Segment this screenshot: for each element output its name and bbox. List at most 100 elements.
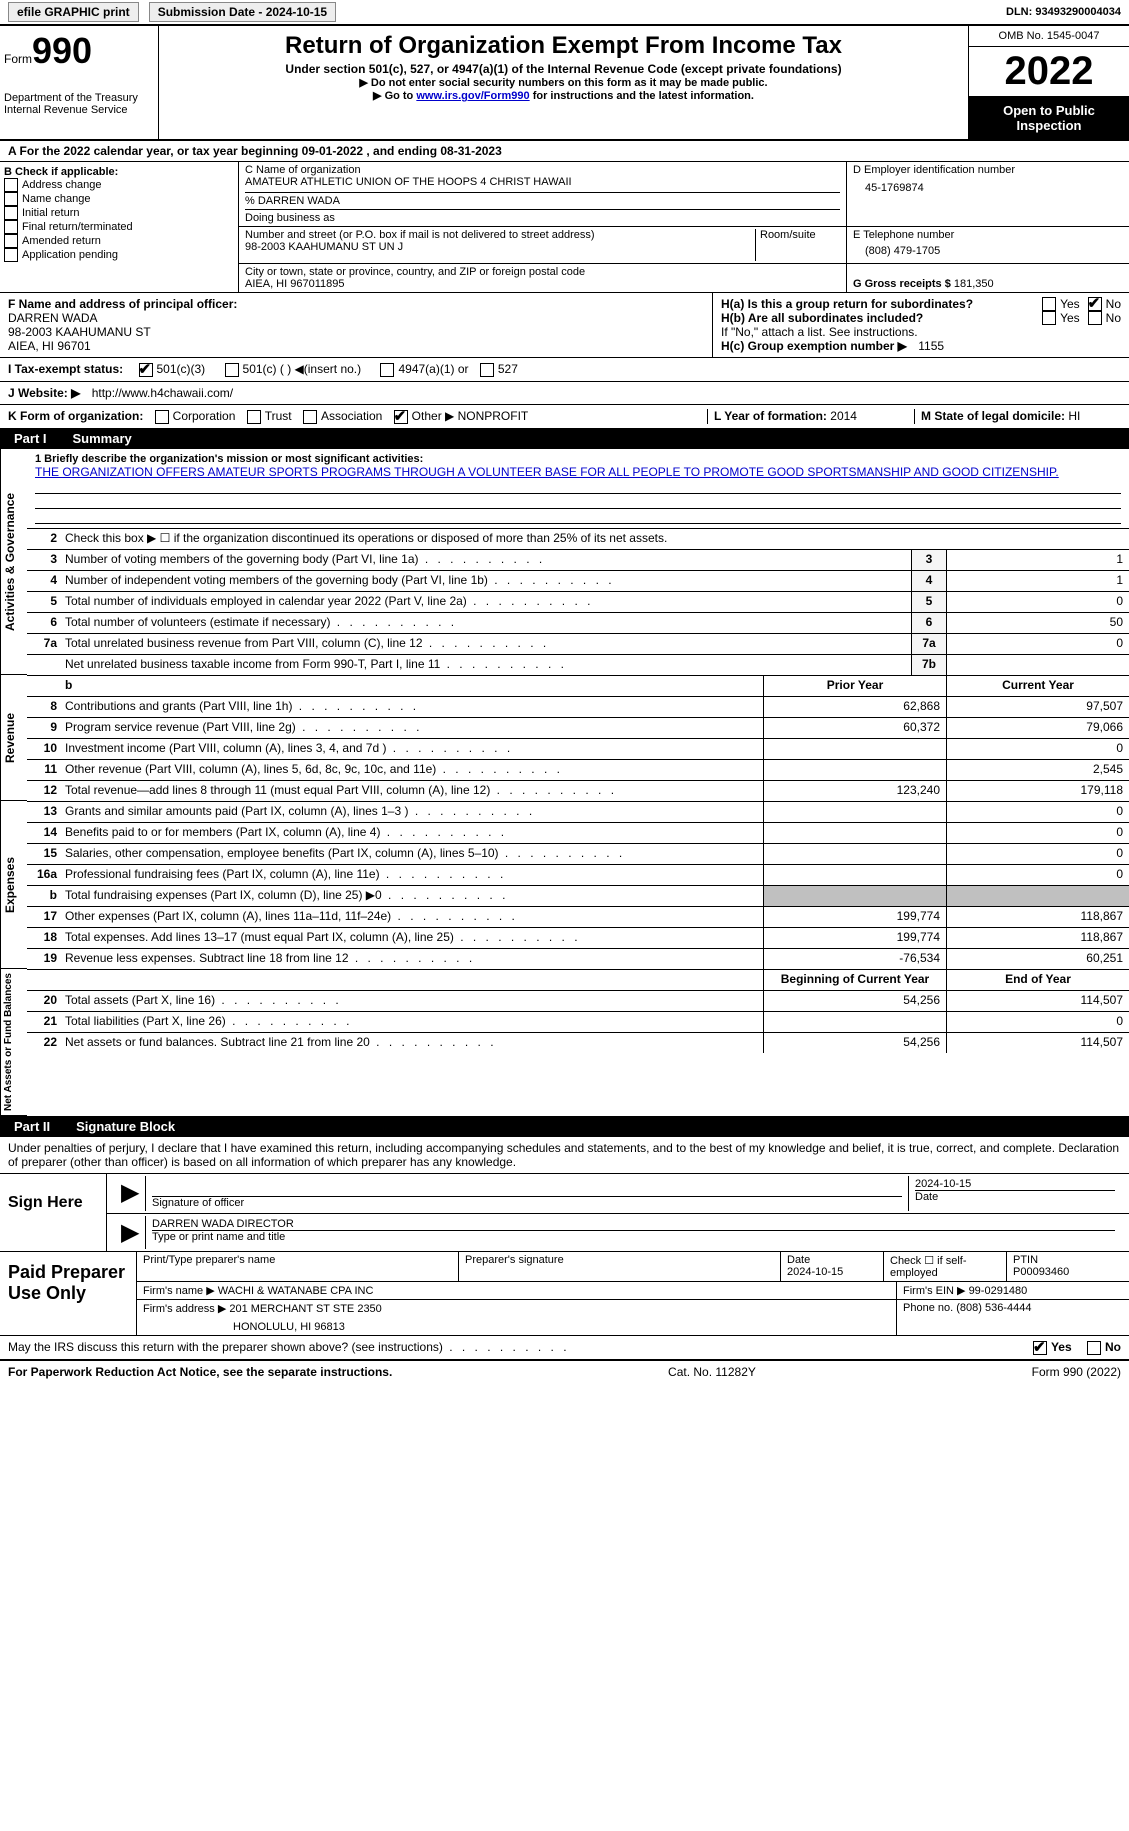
summary-line: 11Other revenue (Part VIII, column (A), … [27, 759, 1129, 780]
tax-year: 2022 [969, 47, 1129, 97]
col-b-label: B Check if applicable: [4, 166, 234, 178]
l-label: L Year of formation: [714, 409, 827, 423]
form-subtitle: Under section 501(c), 527, or 4947(a)(1)… [167, 62, 960, 76]
summary-line: 7aTotal unrelated business revenue from … [27, 633, 1129, 654]
cb-final-return[interactable] [4, 220, 18, 234]
discuss-no[interactable] [1087, 1341, 1101, 1355]
ha-label: H(a) Is this a group return for subordin… [721, 297, 1042, 311]
summary-line: 21Total liabilities (Part X, line 26)0 [27, 1011, 1129, 1032]
j-label: J Website: ▶ [8, 386, 80, 400]
cb-501c3[interactable] [139, 363, 153, 377]
footer-right: Form 990 (2022) [1032, 1365, 1121, 1379]
summary-line: 5Total number of individuals employed in… [27, 591, 1129, 612]
summary-line: Net unrelated business taxable income fr… [27, 654, 1129, 675]
form-header: Form990 Department of the Treasury Inter… [0, 26, 1129, 141]
l-value: 2014 [830, 409, 857, 423]
sig-name-title: DARREN WADA DIRECTOR [152, 1218, 1115, 1230]
firm-name: WACHI & WATANABE CPA INC [218, 1285, 374, 1297]
paid-preparer-label: Paid Preparer Use Only [0, 1252, 137, 1335]
discuss-yes[interactable] [1033, 1341, 1047, 1355]
section-b-to-g: B Check if applicable: Address change Na… [0, 161, 1129, 292]
paid-preparer-section: Paid Preparer Use Only Print/Type prepar… [0, 1251, 1129, 1335]
ptin-label: PTIN [1013, 1254, 1123, 1266]
summary-line: 8Contributions and grants (Part VIII, li… [27, 696, 1129, 717]
part1-label: Part I [8, 431, 53, 446]
sig-arrow-icon: ▶ [115, 1176, 145, 1211]
paid-self-employed: Check ☐ if self-employed [884, 1252, 1007, 1281]
sig-date-value: 2024-10-15 [915, 1178, 1115, 1190]
firm-name-label: Firm's name ▶ [143, 1285, 215, 1297]
line1-label: 1 Briefly describe the organization's mi… [35, 453, 1121, 465]
form-note2-post: for instructions and the latest informat… [530, 90, 754, 102]
sig-name-title-label: Type or print name and title [152, 1230, 1115, 1243]
cb-assoc[interactable] [303, 410, 317, 424]
cb-501c[interactable] [225, 363, 239, 377]
summary-expenses: Expenses 13Grants and similar amounts pa… [0, 801, 1129, 969]
open-inspection: Open to Public Inspection [969, 97, 1129, 139]
prior-year-header: Prior Year [763, 676, 946, 696]
summary-line: bTotal fundraising expenses (Part IX, co… [27, 885, 1129, 906]
paid-date-label: Date [787, 1254, 877, 1266]
mission-text: THE ORGANIZATION OFFERS AMATEUR SPORTS P… [35, 465, 1121, 479]
paid-h2: Preparer's signature [465, 1254, 774, 1266]
org-name-label: C Name of organization [245, 164, 840, 176]
cb-527[interactable] [480, 363, 494, 377]
vlabel-activities: Activities & Governance [0, 449, 27, 675]
summary-line: 10Investment income (Part VIII, column (… [27, 738, 1129, 759]
hb-yes[interactable] [1042, 311, 1056, 325]
cb-4947[interactable] [380, 363, 394, 377]
part2-header: Part II Signature Block [0, 1116, 1129, 1137]
summary-line: 3Number of voting members of the governi… [27, 549, 1129, 570]
cb-application-pending[interactable] [4, 248, 18, 262]
cb-name-change[interactable] [4, 192, 18, 206]
ha-yes[interactable] [1042, 297, 1056, 311]
ein-label: D Employer identification number [853, 164, 1123, 176]
part2-title: Signature Block [76, 1119, 175, 1134]
summary-line: 19Revenue less expenses. Subtract line 1… [27, 948, 1129, 969]
cb-trust[interactable] [247, 410, 261, 424]
officer-addr: 98-2003 KAAHUMANU ST [8, 325, 704, 339]
part1-title: Summary [73, 431, 132, 446]
m-value: HI [1068, 409, 1080, 423]
part1-header: Part I Summary [0, 428, 1129, 449]
cb-other[interactable] [394, 410, 408, 424]
officer-name: DARREN WADA [8, 311, 704, 325]
hb-no[interactable] [1088, 311, 1102, 325]
row-klm: K Form of organization: Corporation Trus… [0, 404, 1129, 428]
hb-label: H(b) Are all subordinates included? [721, 311, 1042, 325]
irs-label: Internal Revenue Service [4, 104, 154, 116]
ha-no[interactable] [1088, 297, 1102, 311]
dba-label: Doing business as [245, 209, 840, 224]
k-label: K Form of organization: [8, 409, 143, 423]
firm-ein-label: Firm's EIN ▶ [903, 1285, 966, 1297]
cb-address-change[interactable] [4, 178, 18, 192]
officer-city: AIEA, HI 96701 [8, 339, 704, 353]
addr-value: 98-2003 KAAHUMANU ST UN J [245, 241, 755, 253]
submission-date-button[interactable]: Submission Date - 2024-10-15 [149, 2, 336, 22]
summary-line: 14Benefits paid to or for members (Part … [27, 822, 1129, 843]
efile-button[interactable]: efile GRAPHIC print [8, 2, 139, 22]
row-i: I Tax-exempt status: 501(c)(3) 501(c) ( … [0, 357, 1129, 381]
summary-line: 13Grants and similar amounts paid (Part … [27, 801, 1129, 822]
cb-initial-return[interactable] [4, 206, 18, 220]
section-f-h: F Name and address of principal officer:… [0, 292, 1129, 357]
ein-value: 45-1769874 [853, 176, 1123, 200]
firm-addr2: HONOLULU, HI 96813 [233, 1321, 890, 1333]
sig-arrow-icon-2: ▶ [115, 1216, 145, 1249]
page-footer: For Paperwork Reduction Act Notice, see … [0, 1359, 1129, 1383]
addr-label: Number and street (or P.O. box if mail i… [245, 229, 755, 241]
form-title: Return of Organization Exempt From Incom… [167, 32, 960, 60]
sig-date-label: Date [915, 1190, 1115, 1203]
m-label: M State of legal domicile: [921, 409, 1065, 423]
summary-line: 22Net assets or fund balances. Subtract … [27, 1032, 1129, 1053]
hc-label: H(c) Group exemption number ▶ [721, 339, 907, 353]
summary-netassets: Net Assets or Fund Balances Beginning of… [0, 969, 1129, 1116]
summary-activities: Activities & Governance 1 Briefly descri… [0, 449, 1129, 675]
cb-corp[interactable] [155, 410, 169, 424]
summary-line: 6Total number of volunteers (estimate if… [27, 612, 1129, 633]
form-number: 990 [32, 30, 92, 71]
cb-amended-return[interactable] [4, 234, 18, 248]
irs-link[interactable]: www.irs.gov/Form990 [416, 90, 529, 102]
summary-revenue: Revenue b Prior Year Current Year 8Contr… [0, 675, 1129, 801]
hb-note: If "No," attach a list. See instructions… [721, 325, 1121, 339]
